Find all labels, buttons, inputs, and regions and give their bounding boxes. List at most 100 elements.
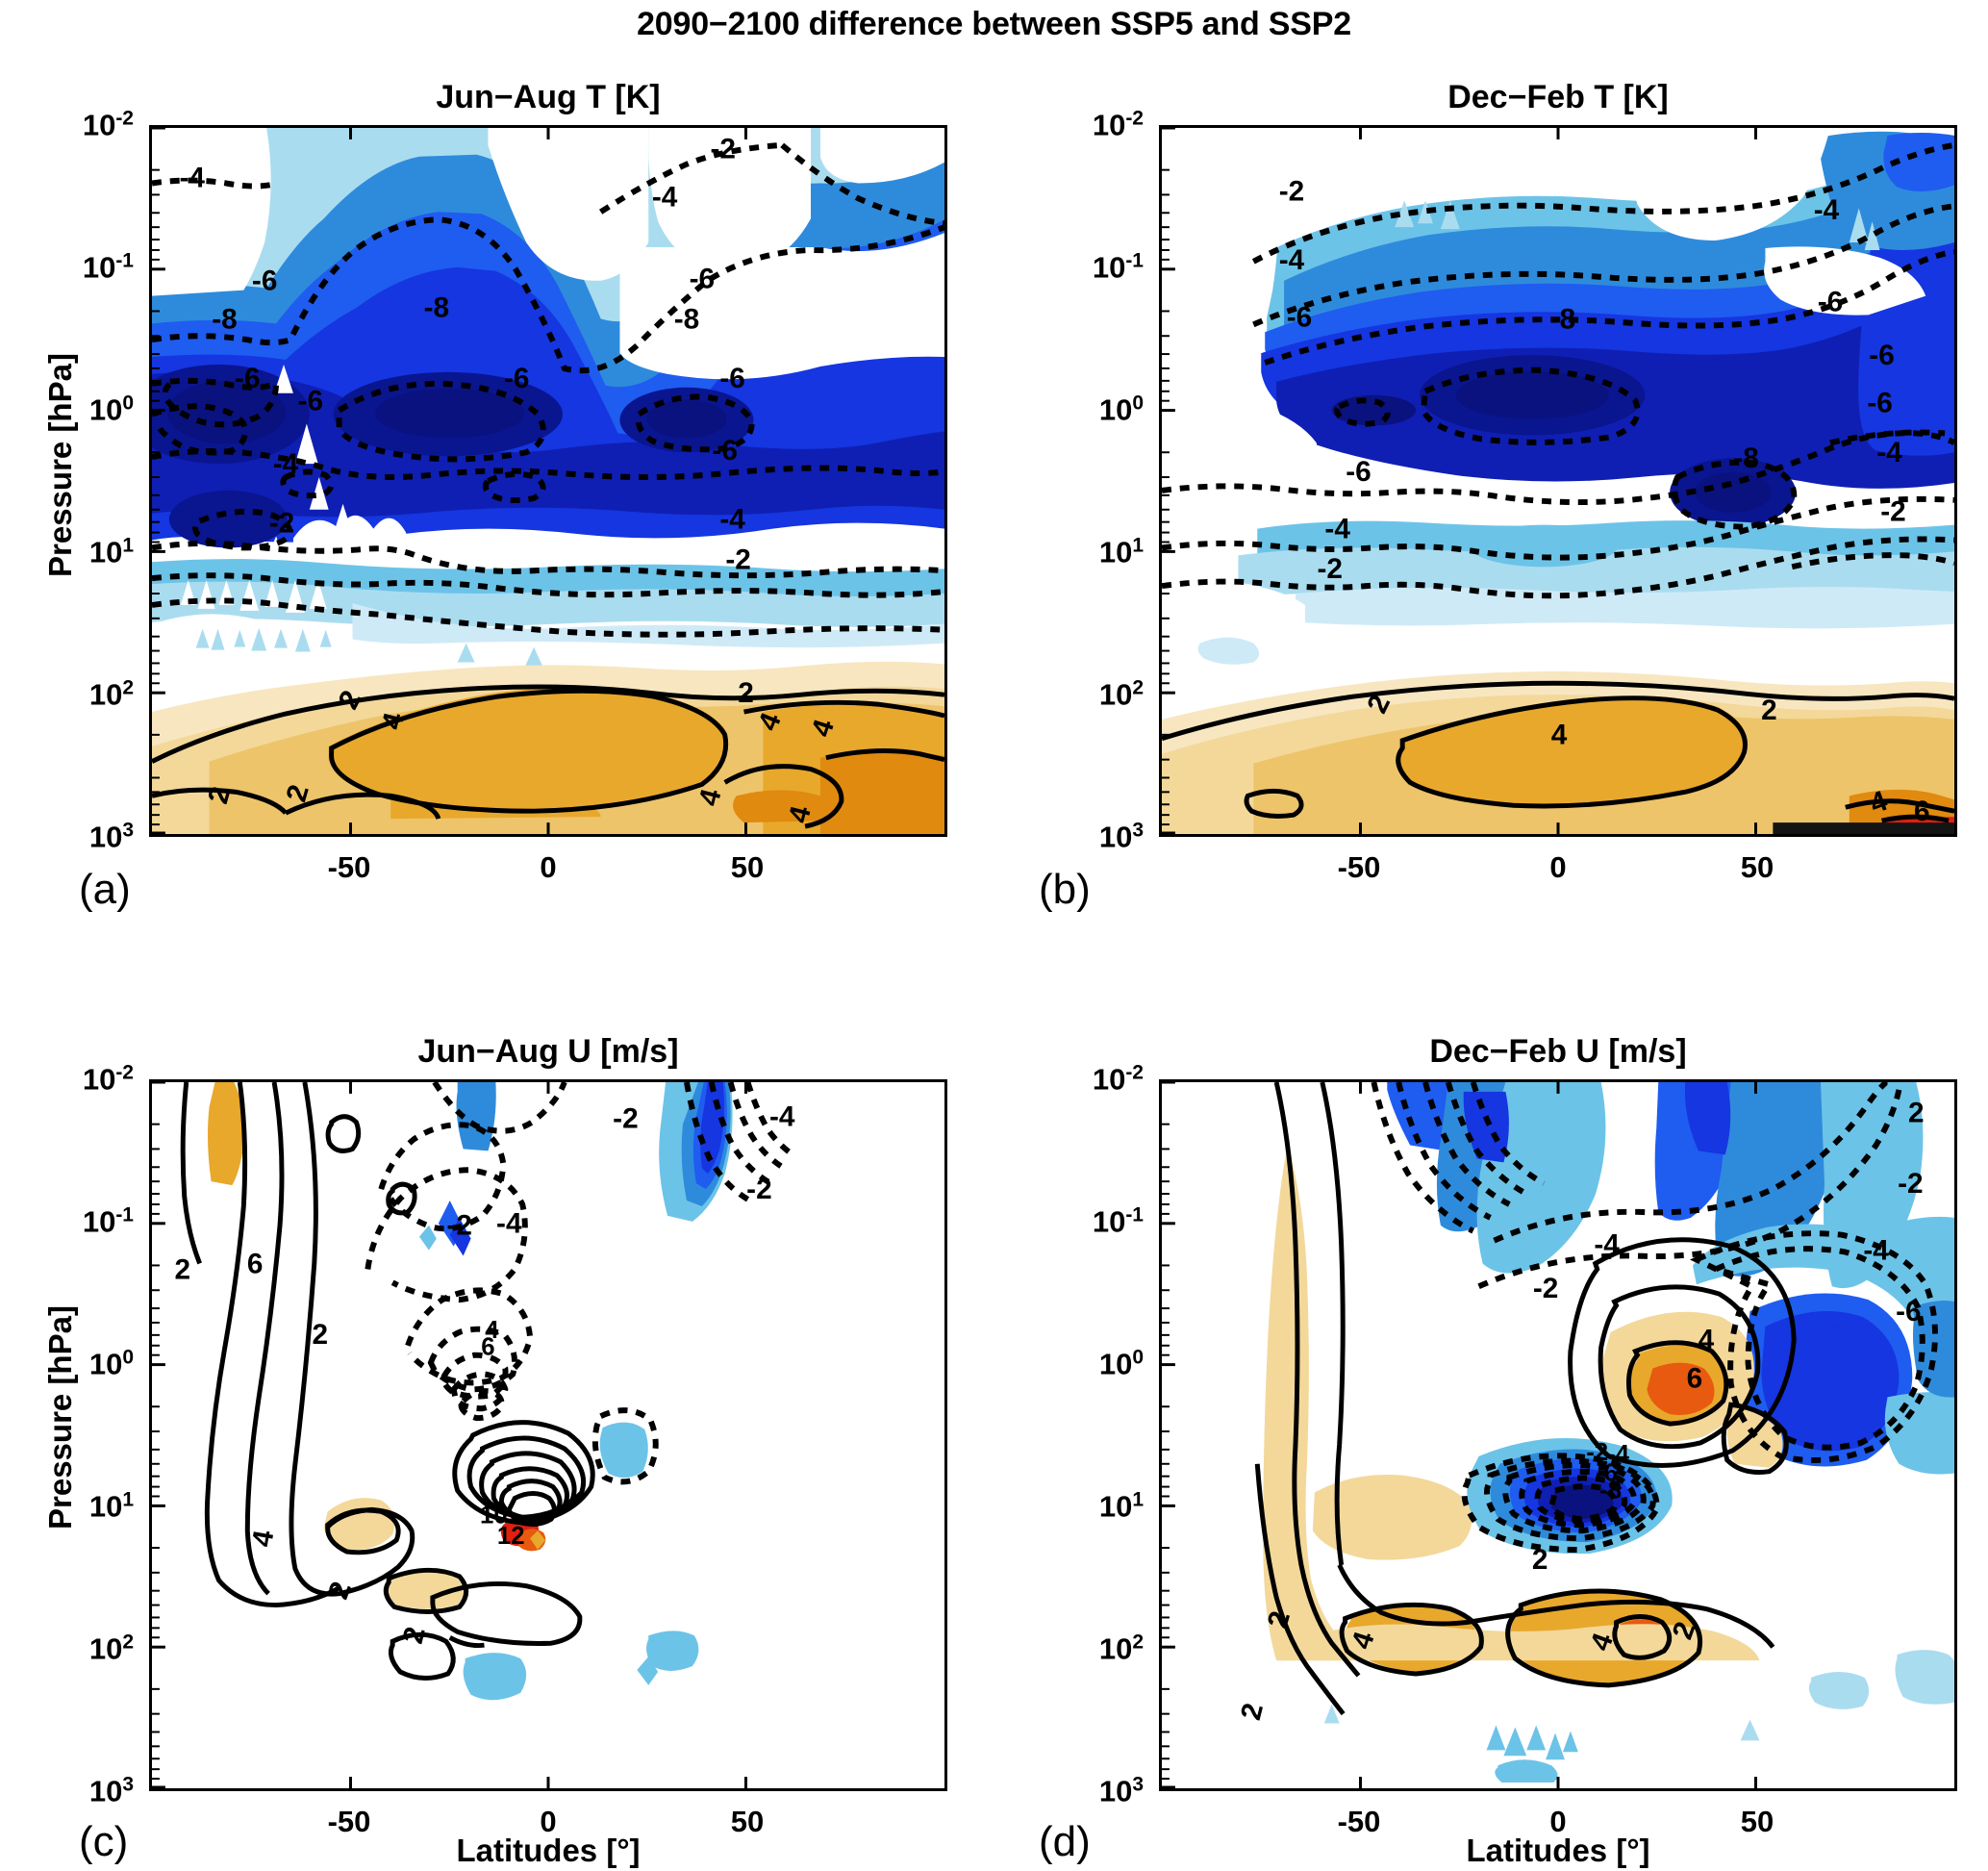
- panel-d: Dec−Feb U [m/s]: [1093, 1033, 1957, 1838]
- panel-b-ytick-3: 101: [1098, 534, 1144, 569]
- svg-text:-4: -4: [1814, 194, 1840, 226]
- svg-text:4: 4: [485, 1317, 499, 1344]
- svg-text:-6: -6: [1867, 388, 1892, 419]
- svg-text:-4: -4: [273, 448, 299, 480]
- panel-a-label: (a): [79, 866, 131, 913]
- svg-text:-2: -2: [725, 544, 750, 575]
- svg-text:2: 2: [738, 677, 754, 709]
- svg-text:-2: -2: [613, 1103, 638, 1135]
- svg-text:4: 4: [1699, 1325, 1715, 1356]
- svg-text:-6: -6: [1287, 301, 1312, 333]
- svg-text:-6: -6: [1896, 1296, 1921, 1327]
- svg-text:-6: -6: [1346, 456, 1371, 488]
- panel-b-xtick-2: 50: [1740, 850, 1774, 884]
- svg-text:4: 4: [1551, 720, 1568, 751]
- panel-a-ytick-5: 103: [88, 819, 134, 854]
- svg-text:-2: -2: [269, 508, 294, 540]
- panel-b-xtick-0: -50: [1337, 850, 1381, 884]
- panel-d-ytick-0: 10-2: [1092, 1061, 1144, 1097]
- svg-text:6: 6: [1914, 796, 1930, 827]
- panel-d-xtick-1: 0: [1549, 1805, 1567, 1838]
- panel-a-ytick-2: 100: [88, 392, 134, 427]
- svg-text:-6: -6: [712, 435, 737, 467]
- svg-text:2: 2: [1532, 1544, 1548, 1576]
- svg-text:-6: -6: [1869, 340, 1894, 371]
- svg-text:4: 4: [246, 1528, 280, 1549]
- panel-b-ytick-5: 103: [1098, 819, 1144, 854]
- svg-text:-4: -4: [719, 504, 745, 536]
- ylabel-top-row: Pressure [hPa]: [42, 353, 78, 577]
- svg-text:2: 2: [312, 1319, 328, 1351]
- svg-text:-2: -2: [710, 134, 735, 165]
- panel-b-ytick-4: 102: [1098, 676, 1144, 712]
- svg-text:2: 2: [1761, 695, 1777, 726]
- svg-text:-4: -4: [1279, 244, 1305, 276]
- svg-text:-2: -2: [1880, 496, 1905, 528]
- svg-text:-4: -4: [1863, 1235, 1889, 1267]
- panel-b-label: (b): [1039, 866, 1091, 913]
- svg-text:6: 6: [481, 1334, 494, 1361]
- panel-c-ytick-2: 100: [88, 1346, 134, 1381]
- svg-text:-2: -2: [446, 1210, 471, 1242]
- panel-b-ytick-0: 10-2: [1092, 107, 1144, 142]
- svg-text:-6: -6: [504, 363, 529, 394]
- svg-text:6: 6: [1687, 1362, 1703, 1394]
- svg-text:-4: -4: [1324, 514, 1350, 545]
- panel-d-title: Dec−Feb U [m/s]: [1429, 1033, 1687, 1070]
- xlabel-left: Latitudes [°]: [456, 1833, 641, 1868]
- panel-c-ytick-0: 10-2: [82, 1061, 134, 1097]
- panel-b-ytick-1: 10-1: [1092, 249, 1144, 285]
- svg-text:2: 2: [1908, 1098, 1925, 1129]
- panel-d-ytick-5: 103: [1098, 1773, 1144, 1808]
- panel-c-ytick-4: 102: [88, 1631, 134, 1666]
- panel-d-ytick-4: 102: [1098, 1631, 1144, 1666]
- svg-text:-6: -6: [1818, 286, 1843, 317]
- svg-text:-4: -4: [1876, 437, 1902, 468]
- svg-text:-2: -2: [1533, 1273, 1558, 1304]
- panel-c-xtick-0: -50: [327, 1805, 371, 1838]
- svg-text:-2: -2: [1317, 553, 1342, 585]
- svg-text:-6: -6: [252, 265, 277, 297]
- panel-d-axes: 2 -2 -4 -6 -4 -2 6 4 -2 -4 -6 -8 2 4 4 2: [1159, 1079, 1957, 1791]
- svg-text:-4: -4: [179, 163, 205, 194]
- svg-text:-4: -4: [1594, 1229, 1620, 1261]
- svg-text:10: 10: [480, 1502, 508, 1529]
- panel-c-plot: -2 -4 -2 -2 -4 2 6 2 4 6 10 12 4 2 2: [152, 1082, 944, 1788]
- svg-text:-8: -8: [674, 303, 699, 335]
- panel-a-ytick-1: 10-1: [82, 249, 134, 285]
- panel-b: Dec−Feb T [K]: [1093, 79, 1957, 884]
- panel-b-axes: -2 -4 -4 -6 -6 -8 -6 -6 -8 -4 -6 -4 -2 -…: [1159, 125, 1957, 837]
- svg-text:-4: -4: [496, 1208, 522, 1240]
- panel-c-ytick-5: 103: [88, 1773, 134, 1808]
- panel-d-label: (d): [1039, 1818, 1091, 1865]
- xlabel-right: Latitudes [°]: [1466, 1833, 1650, 1868]
- svg-text:-8: -8: [1599, 1477, 1622, 1504]
- svg-text:2: 2: [174, 1253, 190, 1285]
- svg-text:-8: -8: [1733, 442, 1758, 474]
- panel-d-xtick-2: 50: [1740, 1805, 1774, 1838]
- svg-text:-2: -2: [746, 1174, 771, 1205]
- panel-b-xtick-1: 0: [1549, 850, 1567, 884]
- svg-text:12: 12: [497, 1523, 525, 1550]
- figure-suptitle: 2090−2100 difference between SSP5 and SS…: [637, 6, 1351, 42]
- panel-c-title: Jun−Aug U [m/s]: [417, 1033, 679, 1070]
- panel-c-axes: -2 -4 -2 -2 -4 2 6 2 4 6 10 12 4 2 2: [149, 1079, 947, 1791]
- panel-b-title: Dec−Feb T [K]: [1447, 79, 1669, 115]
- panel-c-ytick-3: 101: [88, 1488, 134, 1524]
- svg-text:-2: -2: [1586, 1439, 1608, 1466]
- panel-a-axes: -4 -2 -4 -6 -6 -8 -8 -8 -6 -6 -6 -6 -6 -…: [149, 125, 947, 837]
- panel-b-plot: -2 -4 -4 -6 -6 -8 -6 -6 -8 -4 -6 -4 -2 -…: [1162, 128, 1954, 834]
- svg-text:-6: -6: [298, 386, 323, 417]
- svg-text:-8: -8: [212, 303, 237, 335]
- panel-a: Jun−Aug T [K]: [83, 79, 947, 884]
- panel-a-plot: -4 -2 -4 -6 -6 -8 -8 -8 -6 -6 -6 -6 -6 -…: [152, 128, 944, 834]
- panel-a-xtick-2: 50: [730, 850, 765, 884]
- panel-a-title: Jun−Aug T [K]: [436, 79, 661, 115]
- svg-text:-2: -2: [1898, 1168, 1923, 1200]
- panel-a-ytick-4: 102: [88, 676, 134, 712]
- panel-a-xtick-0: -50: [327, 850, 371, 884]
- svg-text:-2: -2: [1279, 175, 1304, 207]
- svg-text:-4: -4: [652, 181, 678, 213]
- panel-c: Jun−Aug U [m/s]: [83, 1033, 947, 1838]
